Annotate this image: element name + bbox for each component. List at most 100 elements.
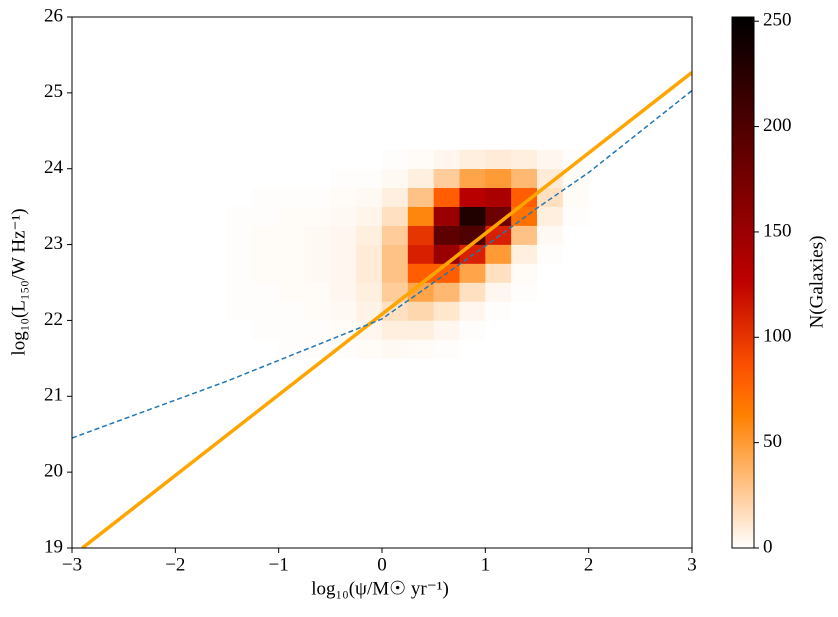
hist-cell (407, 244, 434, 264)
hist-cell (537, 339, 564, 359)
hist-cell (537, 301, 564, 321)
hist-cell (511, 339, 538, 359)
hist-cell (330, 244, 357, 264)
hist-cell (459, 320, 486, 340)
colorbar-tick-label: 100 (763, 326, 792, 347)
hist-cell (433, 320, 460, 340)
hist-cell (382, 301, 409, 321)
hist-cell (278, 301, 305, 321)
hist-cell (433, 225, 460, 245)
y-tick-label: 23 (44, 233, 63, 254)
hist-cell (304, 263, 331, 283)
hist-cell (537, 187, 564, 207)
hist-cell (485, 301, 512, 321)
hist-cell (304, 301, 331, 321)
hist-cell (459, 339, 486, 359)
hist-cell (227, 149, 254, 170)
hist-cell (382, 263, 409, 283)
hist-cell (330, 168, 357, 188)
hist-cell (562, 149, 589, 170)
y-tick-label: 19 (44, 536, 63, 557)
hist-cell (407, 339, 434, 359)
hist-cell (356, 244, 383, 264)
hist-cell (485, 339, 512, 359)
hist-cell (304, 206, 331, 226)
hist-cell (485, 168, 512, 188)
hist-cell (278, 225, 305, 245)
hist-cell (588, 168, 615, 188)
hist-cell (356, 168, 383, 188)
hist-cell (252, 301, 279, 321)
hist-cell (562, 282, 589, 302)
hist-cell (330, 225, 357, 245)
hist-cell (407, 225, 434, 245)
hist-cell (537, 149, 564, 170)
hist-cell (356, 320, 383, 340)
hist-cell (562, 263, 589, 283)
hist-cell (511, 244, 538, 264)
hist-cell (588, 206, 615, 226)
x-tick-label: −3 (62, 554, 82, 575)
hist-cell (562, 301, 589, 321)
hist-cell (356, 263, 383, 283)
hist-cell (356, 225, 383, 245)
hist-cell (304, 339, 331, 359)
hist-cell (459, 206, 486, 226)
hist-cell (537, 320, 564, 340)
hist-cell (227, 244, 254, 264)
colorbar-tick-label: 0 (763, 536, 773, 557)
hist-cell (278, 339, 305, 359)
hist-cell (304, 149, 331, 170)
hist-cell (433, 339, 460, 359)
hist-cell (562, 187, 589, 207)
hist-cell (382, 187, 409, 207)
hist-cell (588, 282, 615, 302)
hist-cell (356, 149, 383, 170)
hist-cell (227, 225, 254, 245)
hist-cell (330, 263, 357, 283)
hist-cell (330, 320, 357, 340)
hist-cell (252, 320, 279, 340)
hist-cell (252, 244, 279, 264)
hist-cell (252, 206, 279, 226)
hist-cell (407, 168, 434, 188)
hist-cell (433, 168, 460, 188)
hist-cell (433, 149, 460, 170)
hist-cell (278, 282, 305, 302)
fit-line (81, 70, 692, 548)
hist-cell (278, 263, 305, 283)
hist-cell (433, 206, 460, 226)
x-tick-label: 1 (481, 554, 491, 575)
hist-cell (278, 206, 305, 226)
hist-cell (278, 168, 305, 188)
hist-cell (382, 206, 409, 226)
y-tick-label: 26 (44, 5, 63, 26)
hist-cell (511, 282, 538, 302)
hist-cell (511, 187, 538, 207)
colorbar (731, 16, 755, 549)
hist-cell (588, 225, 615, 245)
colorbar-tick-label: 200 (763, 115, 792, 136)
hist-cell (382, 244, 409, 264)
colorbar-tick-label: 250 (763, 10, 792, 31)
hist-cell (252, 149, 279, 170)
colorbar-tick-label: 50 (763, 431, 782, 452)
hist-cell (433, 187, 460, 207)
hist-cell (227, 206, 254, 226)
x-tick-label: −1 (269, 554, 289, 575)
hist-cell (304, 244, 331, 264)
hist-cell (537, 168, 564, 188)
hist-cell (407, 187, 434, 207)
hist-cell (382, 225, 409, 245)
hist-cell (382, 149, 409, 170)
hist-cell (356, 206, 383, 226)
y-tick-label: 21 (44, 385, 63, 406)
hist-cell (537, 225, 564, 245)
hist-cell (588, 263, 615, 283)
hist-cell (511, 320, 538, 340)
hist-cell (304, 282, 331, 302)
hist-cell (330, 187, 357, 207)
hist-cell (407, 149, 434, 170)
hist-cell (588, 301, 615, 321)
hist-cell (227, 339, 254, 359)
